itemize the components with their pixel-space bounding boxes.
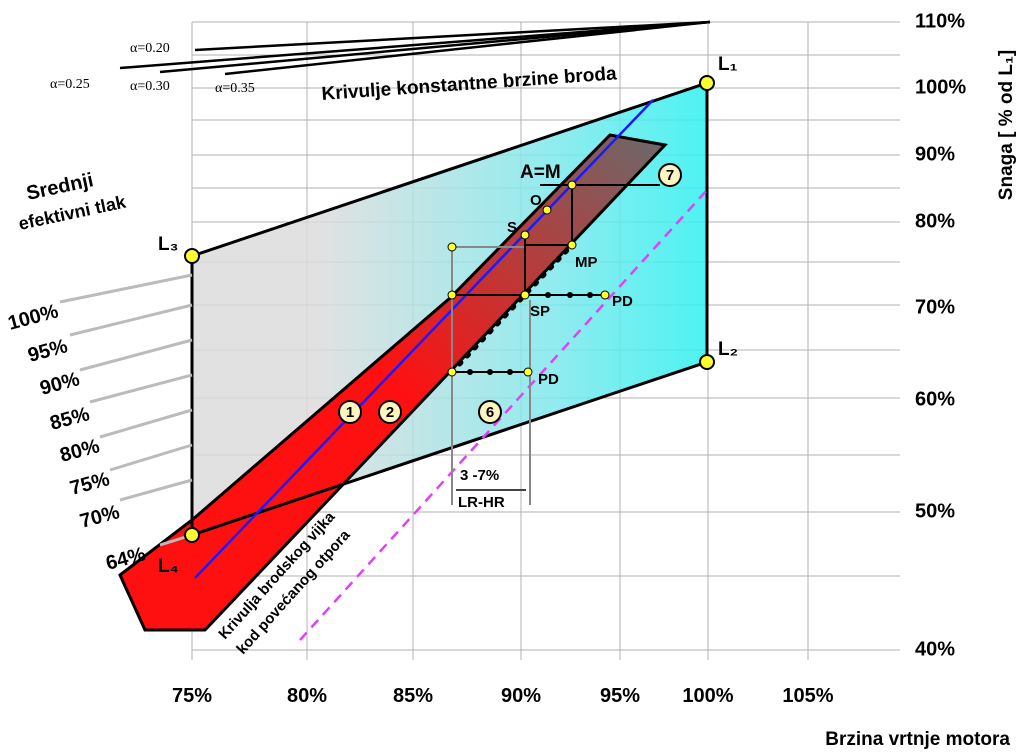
alpha-label: α=0.35	[215, 81, 255, 96]
x-tick-label: 85%	[393, 685, 433, 707]
y-tick-label: 70%	[915, 296, 955, 318]
x-tick-label: 105%	[782, 685, 833, 707]
mep-label: 80%	[58, 435, 103, 467]
x-tick-label: 75%	[172, 685, 212, 707]
x-tick-label: 100%	[682, 685, 733, 707]
curves-title: Krivulje konstantne brzine broda	[321, 63, 618, 105]
y-tick-label: 90%	[915, 143, 955, 165]
margin-label: LR-HR	[458, 494, 505, 511]
y-tick-label: 110%	[915, 10, 965, 32]
margin-range: 3 -7%	[460, 467, 499, 484]
area-circles	[338, 163, 682, 424]
point-label: S	[507, 219, 517, 236]
mep-label: 100%	[6, 300, 61, 335]
blue-line	[194, 99, 654, 579]
alpha-lines	[119, 20, 711, 76]
point-label: PD	[538, 371, 559, 388]
mep-label: 90%	[38, 368, 83, 400]
point-label: O	[530, 192, 542, 209]
point-label: SP	[530, 303, 550, 320]
x-tick-label: 80%	[287, 685, 327, 707]
dots	[467, 292, 593, 375]
mep-label: 85%	[48, 403, 93, 435]
y-tick-label: 40%	[915, 638, 955, 660]
small-points	[447, 180, 610, 377]
mep-label: 95%	[26, 335, 71, 367]
area-label: 1	[346, 404, 354, 421]
alpha-label: α=0.20	[130, 41, 170, 56]
x-axis-title: Brzina vrtnje motora	[825, 729, 1010, 750]
mep-label: 70%	[78, 501, 123, 533]
y-tick-label: 100%	[915, 76, 966, 98]
corner-label: L₁	[718, 54, 738, 75]
y-tick-label: 50%	[915, 500, 955, 522]
area-label: 2	[386, 404, 394, 421]
point-label: MP	[575, 254, 598, 271]
mep-label: 75%	[68, 468, 113, 500]
y-axis-title: Snaga [ % od L₁]	[996, 50, 1017, 200]
area-label: 7	[666, 167, 674, 184]
alpha-label: α=0.25	[50, 77, 90, 92]
point-label: A=M	[520, 162, 561, 183]
propeller-band	[118, 133, 668, 632]
alpha-label: α=0.30	[130, 79, 170, 94]
corner-label: L₂	[718, 339, 738, 360]
y-tick-label: 80%	[915, 210, 955, 232]
x-tick-label: 90%	[501, 685, 541, 707]
corner-label: L₄	[158, 556, 179, 577]
y-tick-label: 60%	[915, 388, 955, 410]
area-label: 6	[486, 404, 494, 421]
x-tick-label: 95%	[600, 685, 640, 707]
corner-points	[184, 75, 715, 543]
corner-label: L₃	[158, 234, 178, 255]
point-label: PD	[612, 293, 633, 310]
